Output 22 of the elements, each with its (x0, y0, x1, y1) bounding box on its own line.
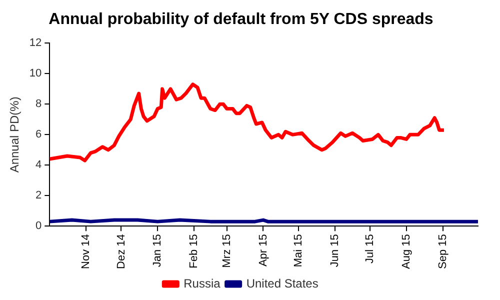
x-tick-label: Apr 15 (257, 234, 270, 267)
chart-title: Annual probability of default from 5Y CDS spreads (48, 11, 434, 28)
y-tick-label: 12 (29, 37, 42, 50)
y-tick-label: 10 (29, 68, 42, 80)
x-tick-label: Sep 15 (436, 234, 449, 270)
x-tick-label: Nov 14 (80, 234, 92, 269)
y-tick-label: 0 (36, 220, 42, 232)
y-axis-title: Annual PD(%) (8, 96, 22, 173)
legend-label: Russia (184, 276, 221, 290)
x-tick-label: Jan 15 (152, 234, 164, 268)
x-tick-label: Jul 15 (364, 234, 376, 264)
y-tick-label: 8 (36, 98, 42, 110)
x-tick-label: Mai 15 (292, 234, 304, 268)
y-tick-label: 2 (36, 190, 42, 202)
x-tick-label: Feb 15 (188, 234, 200, 268)
legend-label: United States (246, 276, 318, 290)
y-tick-label: 4 (36, 159, 42, 172)
x-tick-label: Jun 15 (328, 234, 341, 268)
y-tick-label: 6 (36, 128, 42, 141)
x-tick-label: Aug 15 (400, 234, 412, 270)
x-tick-label: Mrz 15 (220, 234, 233, 268)
x-tick-label: Dez 14 (115, 234, 128, 269)
